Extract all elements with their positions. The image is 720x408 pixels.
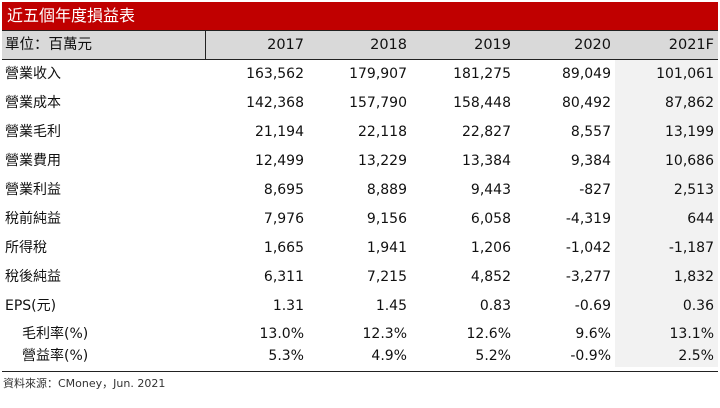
table-row: 營業費用 12,499 13,229 13,384 9,384 10,686 (2, 147, 718, 176)
table-row: 營業利益 8,695 8,889 9,443 -827 2,513 (2, 176, 718, 205)
table-cell: 9.6% (575, 326, 611, 342)
table-cell: 10,686 (615, 147, 718, 176)
table-cell: 9,156 (366, 211, 407, 227)
row-label: EPS(元) (5, 298, 57, 314)
table-cell: 8,695 (263, 182, 304, 198)
year-header: 2019 (474, 37, 511, 53)
table-cell: 12,499 (255, 153, 304, 169)
table-cell: 13,199 (615, 118, 718, 147)
table-cell: 22,827 (462, 124, 511, 140)
year-header: 2017 (267, 37, 304, 53)
table-cell: 6,058 (470, 211, 511, 227)
table-cell: -0.69 (574, 298, 611, 314)
unit-label: 單位：百萬元 (5, 37, 92, 53)
table-cell: 6,311 (263, 269, 304, 285)
table-cell: -3,277 (565, 269, 611, 285)
table-cell: 22,118 (358, 124, 407, 140)
table-cell: 87,862 (615, 89, 718, 118)
table-cell: 8,889 (366, 182, 407, 198)
row-label: 營業毛利 (5, 124, 61, 140)
table-row: 營益率(%) 5.3% 4.9% 5.2% -0.9% 2.5% (2, 346, 718, 367)
table-row: 稅後純益 6,311 7,215 4,852 -3,277 1,832 (2, 263, 718, 292)
table-cell: 4,852 (470, 269, 511, 285)
table-header-row: 單位：百萬元 2017 2018 2019 2020 2021F (2, 30, 718, 60)
table-cell: -1,187 (615, 234, 718, 263)
row-label: 營業收入 (5, 66, 61, 82)
table-cell: 8,557 (570, 124, 611, 140)
year-header: 2021F (668, 37, 714, 53)
row-label: 稅前純益 (5, 211, 61, 227)
table-cell: 12.3% (362, 326, 407, 342)
table-cell: 644 (615, 205, 718, 234)
row-label: 稅後純益 (5, 269, 61, 285)
table-cell: -827 (579, 182, 611, 198)
table-title: 近五個年度損益表 (2, 2, 718, 30)
table-cell: 2,513 (615, 176, 718, 205)
table-cell: 9,443 (470, 182, 511, 198)
table-cell: 181,275 (453, 66, 511, 82)
table-cell: 101,061 (615, 60, 718, 89)
table-cell: 21,194 (255, 124, 304, 140)
table-cell: 13.0% (259, 326, 304, 342)
table-cell: 5.3% (268, 348, 304, 364)
table-cell: -0.9% (570, 348, 611, 364)
table-cell: 142,368 (246, 95, 304, 111)
table-cell: 179,907 (349, 66, 407, 82)
table-cell: 163,562 (246, 66, 304, 82)
table-cell: 1,832 (615, 263, 718, 292)
table-cell: 12.6% (466, 326, 511, 342)
table-cell: 1,941 (366, 240, 407, 256)
table-cell: 7,976 (263, 211, 304, 227)
row-label: 毛利率(%) (22, 326, 89, 342)
table-cell: 13.1% (615, 321, 718, 346)
row-label: 營益率(%) (22, 348, 89, 364)
table-cell: -4,319 (565, 211, 611, 227)
table-cell: 89,049 (562, 66, 611, 82)
table-cell: -1,042 (565, 240, 611, 256)
table-cell: 5.2% (475, 348, 511, 364)
row-label: 營業利益 (5, 182, 61, 198)
row-label: 營業費用 (5, 153, 61, 169)
column-divider (205, 31, 206, 59)
income-statement-table: 單位：百萬元 2017 2018 2019 2020 2021F 營業收入 163… (2, 30, 718, 367)
table-row: 營業成本 142,368 157,790 158,448 80,492 87,862 (2, 89, 718, 118)
table-cell: 1.45 (375, 298, 407, 314)
table-cell: 2.5% (615, 346, 718, 367)
table-cell: 13,229 (358, 153, 407, 169)
table-row: 營業收入 163,562 179,907 181,275 89,049 101,061 (2, 60, 718, 89)
table-cell: 80,492 (562, 95, 611, 111)
table-row: EPS(元) 1.31 1.45 0.83 -0.69 0.36 (2, 292, 718, 321)
row-label: 營業成本 (5, 95, 61, 111)
table-cell: 1,665 (263, 240, 304, 256)
table-cell: 13,384 (462, 153, 511, 169)
table-row: 所得稅 1,665 1,941 1,206 -1,042 -1,187 (2, 234, 718, 263)
table-cell: 1,206 (470, 240, 511, 256)
table-row: 稅前純益 7,976 9,156 6,058 -4,319 644 (2, 205, 718, 234)
table-row: 毛利率(%) 13.0% 12.3% 12.6% 9.6% 13.1% (2, 321, 718, 346)
table-cell: 0.36 (615, 292, 718, 321)
table-cell: 9,384 (570, 153, 611, 169)
year-header: 2018 (370, 37, 407, 53)
source-note: 資料來源：CMoney，Jun. 2021 (3, 377, 166, 390)
year-header: 2020 (574, 37, 611, 53)
table-cell: 1.31 (272, 298, 304, 314)
table-row: 營業毛利 21,194 22,118 22,827 8,557 13,199 (2, 118, 718, 147)
table-cell: 157,790 (349, 95, 407, 111)
table-cell: 0.83 (479, 298, 511, 314)
table-cell: 158,448 (453, 95, 511, 111)
table-cell: 4.9% (371, 348, 407, 364)
table-cell: 7,215 (366, 269, 407, 285)
table-bottom-border (2, 371, 718, 372)
row-label: 所得稅 (5, 240, 47, 256)
